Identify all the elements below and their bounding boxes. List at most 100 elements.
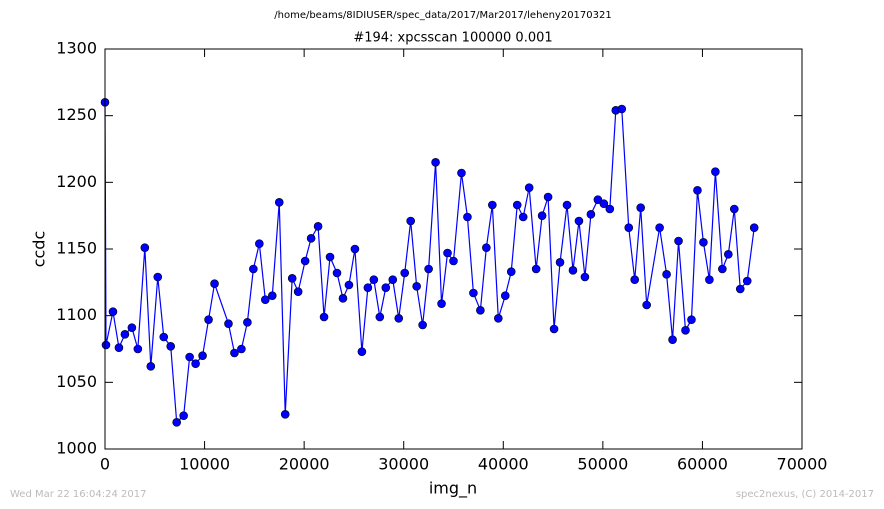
- x-tick-label: 60000: [677, 455, 728, 474]
- data-point: [537, 211, 547, 220]
- data-point: [749, 223, 759, 232]
- data-point: [463, 212, 472, 222]
- data-point: [735, 284, 745, 294]
- data-point: [605, 204, 615, 214]
- data-point: [742, 276, 752, 286]
- data-point: [617, 104, 627, 114]
- data-point: [172, 418, 181, 427]
- x-tick-label: 40000: [478, 455, 529, 474]
- data-point: [674, 236, 683, 246]
- data-point: [146, 362, 156, 371]
- data-point: [325, 252, 335, 262]
- data-point: [705, 275, 714, 284]
- data-point: [375, 312, 385, 322]
- data-point: [179, 411, 188, 420]
- data-point: [381, 283, 391, 292]
- x-tick-label: 50000: [577, 455, 628, 474]
- data-point: [127, 323, 137, 332]
- data-point: [469, 288, 478, 298]
- data-point: [662, 270, 671, 279]
- data-point: [319, 312, 329, 322]
- y-tick-label: 1250: [56, 105, 97, 124]
- y-tick-label: 1200: [56, 172, 97, 191]
- data-point: [449, 256, 458, 266]
- data-point: [500, 291, 510, 300]
- data-point: [185, 352, 194, 362]
- x-tick-label: 20000: [279, 455, 330, 474]
- data-point: [237, 344, 246, 354]
- data-point: [512, 200, 522, 210]
- data-point: [482, 243, 491, 252]
- data-point: [724, 250, 733, 259]
- data-point: [293, 287, 303, 296]
- data-point: [101, 340, 111, 350]
- data-point: [681, 326, 690, 335]
- data-point: [443, 248, 452, 258]
- data-point: [568, 266, 578, 275]
- data-point: [711, 167, 720, 176]
- data-point: [412, 282, 421, 291]
- data-point: [687, 315, 696, 324]
- y-tick-label: 1300: [56, 39, 97, 58]
- data-point: [586, 210, 596, 219]
- data-point: [114, 343, 124, 352]
- data-point: [718, 264, 727, 274]
- x-tick-label: 10000: [179, 455, 230, 474]
- data-point: [261, 295, 270, 304]
- data-point: [580, 272, 590, 282]
- data-point: [457, 168, 466, 178]
- data-point: [655, 223, 664, 232]
- x-axis-label: img_n: [429, 479, 477, 499]
- x-tick-label: 0: [100, 455, 110, 474]
- data-point: [204, 315, 213, 324]
- y-tick-label: 1100: [56, 305, 97, 324]
- data-point: [369, 275, 379, 284]
- data-point: [350, 244, 360, 254]
- data-point: [574, 216, 584, 226]
- data-point: [344, 280, 354, 290]
- data-point: [406, 216, 415, 226]
- data-point: [693, 186, 702, 195]
- data-point: [593, 195, 603, 204]
- data-point: [729, 204, 739, 214]
- footer-left: Wed Mar 22 16:04:24 2017: [10, 489, 146, 500]
- data-point: [274, 198, 284, 207]
- data-point: [630, 275, 640, 284]
- data-point: [599, 199, 609, 208]
- data-point: [394, 314, 404, 323]
- data-point: [699, 238, 708, 247]
- data-point: [120, 330, 130, 339]
- y-tick-label: 1000: [56, 439, 97, 458]
- data-point: [524, 183, 534, 192]
- data-point: [224, 319, 233, 328]
- data-point: [363, 283, 373, 292]
- data-point: [280, 410, 290, 419]
- data-point: [518, 212, 528, 222]
- suptitle: /home/beams/8IDIUSER/spec_data/2017/Mar2…: [274, 10, 611, 21]
- data-point: [210, 279, 219, 288]
- data-point: [306, 234, 316, 243]
- y-tick-label: 1050: [56, 372, 97, 391]
- data-point: [159, 332, 169, 342]
- data-point: [357, 347, 367, 356]
- data-point: [133, 344, 143, 354]
- x-tick-label: 70000: [777, 455, 828, 474]
- data-point: [668, 335, 677, 344]
- data-point: [437, 299, 446, 308]
- data-point: [230, 348, 239, 358]
- data-point: [506, 267, 516, 276]
- data-point: [332, 268, 342, 278]
- data-point: [249, 264, 258, 274]
- data-point: [549, 324, 559, 334]
- data-point: [140, 243, 150, 252]
- data-point: [191, 359, 200, 368]
- footer-right: spec2nexus, (C) 2014-2017: [736, 489, 874, 500]
- y-tick-label: 1150: [56, 239, 97, 258]
- chart-title: #194: xpcsscan 100000 0.001: [353, 31, 552, 46]
- plot-frame: [104, 48, 803, 450]
- data-point: [636, 203, 645, 212]
- data-point: [300, 256, 310, 266]
- data-point: [494, 314, 503, 323]
- data-point: [267, 291, 277, 300]
